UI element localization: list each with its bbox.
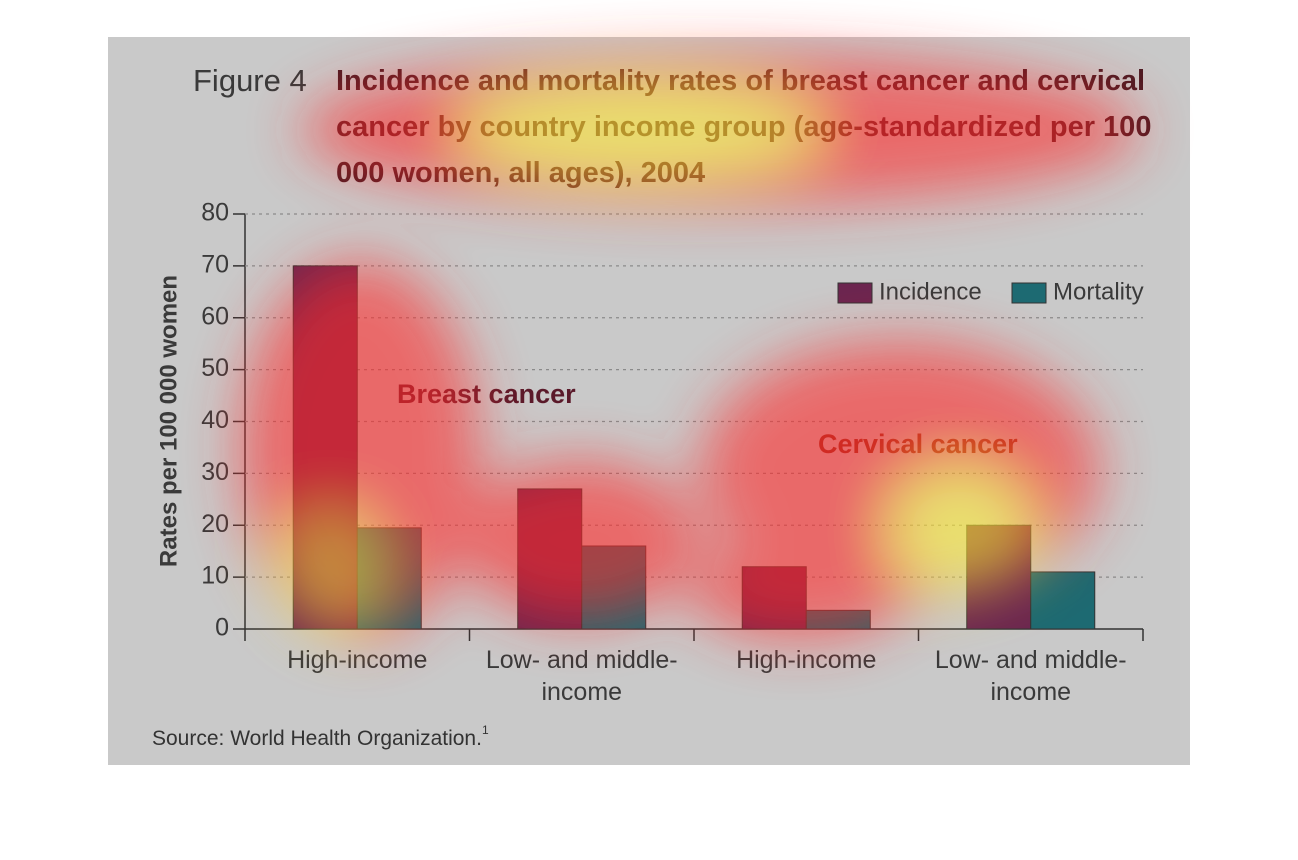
bar xyxy=(805,609,871,630)
legend-swatch xyxy=(1011,282,1047,304)
bar xyxy=(581,545,647,630)
y-axis-label: Rates per 100 000 women xyxy=(155,275,182,567)
y-tick-label: 40 xyxy=(201,406,229,434)
source-note: 1 xyxy=(482,723,489,737)
y-tick-label: 50 xyxy=(201,354,229,382)
legend-label: Mortality xyxy=(1053,278,1144,305)
bar xyxy=(741,566,807,630)
source-text: Source: World Health Organization. xyxy=(152,727,482,750)
legend-swatch xyxy=(837,282,873,304)
y-tick-label: 10 xyxy=(201,562,229,590)
bar xyxy=(356,527,422,630)
y-tick-label: 0 xyxy=(215,614,229,642)
y-tick-label: 80 xyxy=(201,199,229,227)
group-label: Cervical cancer xyxy=(818,429,1018,459)
bar xyxy=(517,488,583,630)
y-tick-label: 70 xyxy=(201,250,229,278)
legend-label: Incidence xyxy=(879,278,982,305)
x-tick-label: Low- and middle-income xyxy=(934,646,1127,706)
group-label: Breast cancer xyxy=(397,379,576,409)
y-tick-label: 30 xyxy=(201,458,229,486)
figure-label: Figure 4 xyxy=(193,63,307,98)
x-tick-label: Low- and middle-income xyxy=(485,646,678,706)
chart-title: Incidence and mortality rates of breast … xyxy=(336,65,1152,189)
source: Source: World Health Organization.1 xyxy=(152,723,489,749)
x-tick-label: High-income xyxy=(287,646,428,674)
x-tick-label: High-income xyxy=(736,646,877,674)
y-tick-label: 20 xyxy=(201,510,229,538)
y-tick-label: 60 xyxy=(201,302,229,330)
bar xyxy=(292,265,358,630)
bar xyxy=(1030,571,1096,630)
bar xyxy=(966,524,1032,630)
